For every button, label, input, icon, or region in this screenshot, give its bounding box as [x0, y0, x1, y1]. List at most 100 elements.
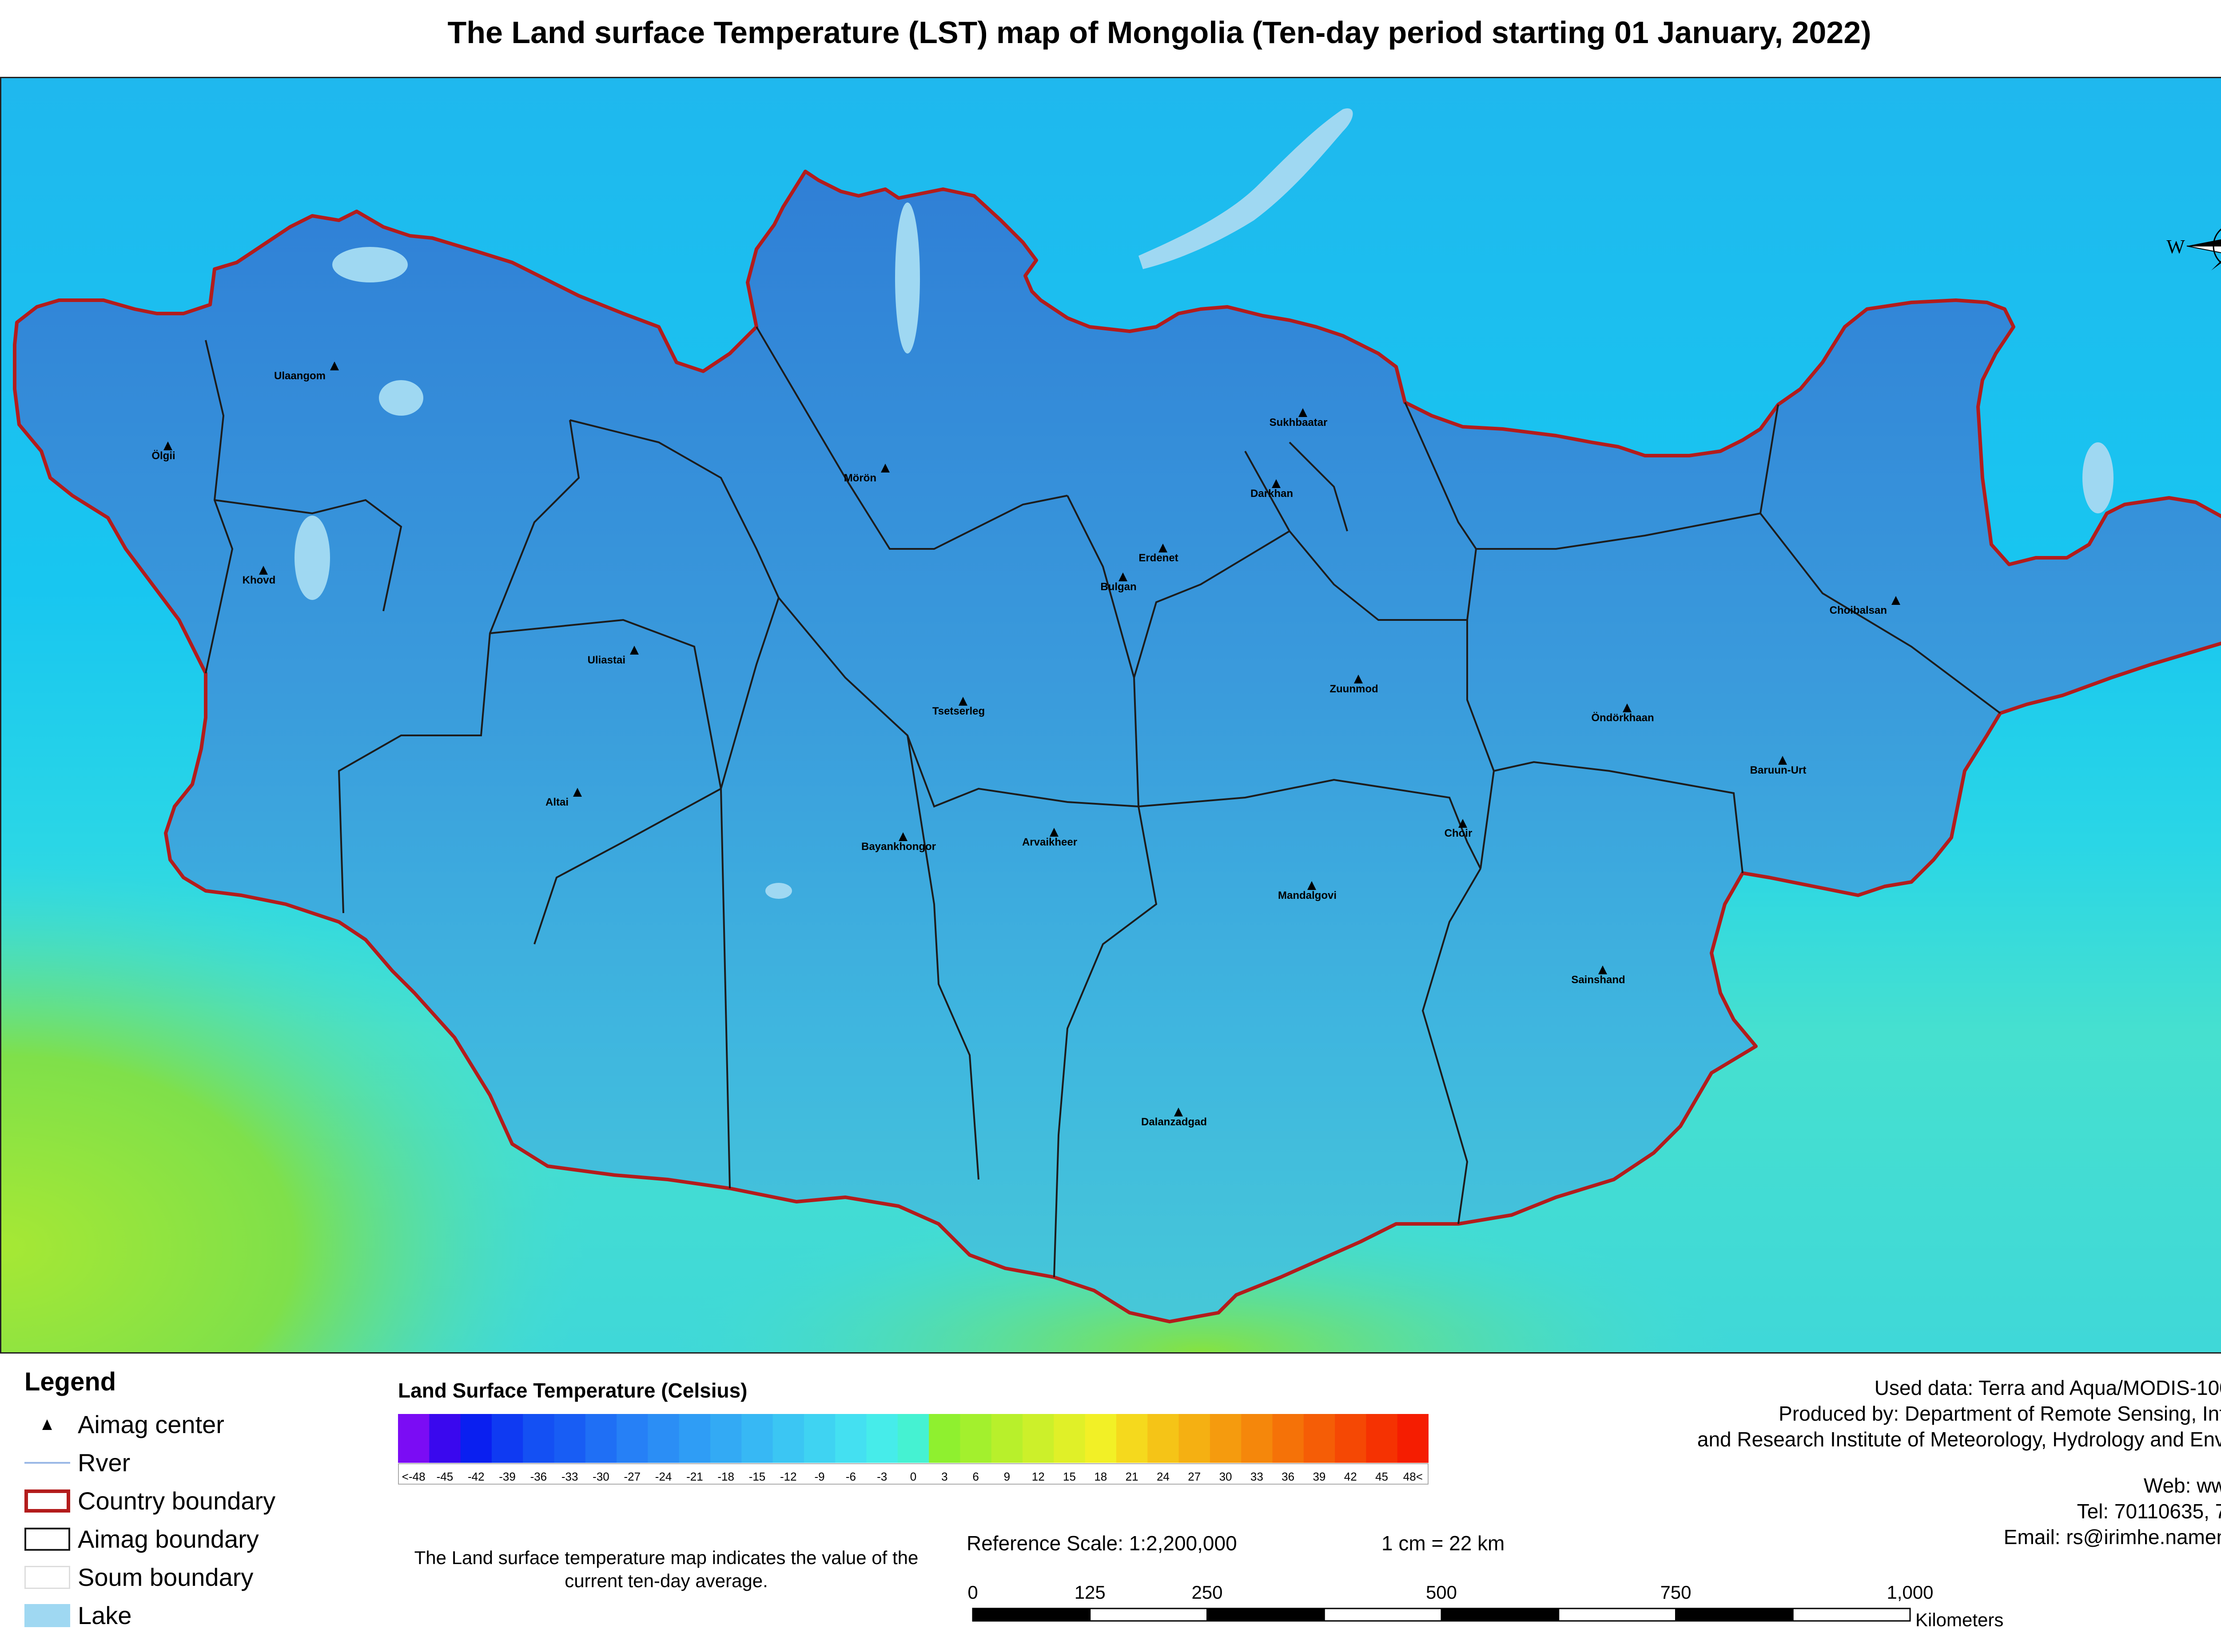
- lst-tick-label: -9: [815, 1470, 825, 1483]
- lst-tick-label: 15: [1063, 1470, 1076, 1483]
- lst-tick-label: -6: [846, 1470, 856, 1483]
- aimag-center-marker: Sainshand: [1571, 965, 1625, 986]
- lst-tick-label: -18: [717, 1470, 734, 1483]
- lst-color-swatch: [617, 1414, 648, 1463]
- lake-khuvsgul: [895, 203, 920, 353]
- contact-info: Web: www.icc.mn Tel: 70110635, 70110638 …: [2004, 1473, 2221, 1550]
- lst-tick-label: -27: [624, 1470, 641, 1483]
- aimag-center-marker: Zuunmod: [1329, 675, 1378, 695]
- triangle-icon: [1598, 965, 1607, 974]
- lst-color-swatch: [1210, 1414, 1242, 1463]
- aimag-center-label: Zuunmod: [1329, 683, 1378, 695]
- credit-line: Produced by: Department of Remote Sensin…: [1779, 1402, 2221, 1425]
- lst-tick-label: 3: [941, 1470, 947, 1483]
- compass-w: W: [2166, 236, 2185, 258]
- aimag-center-label: Baruun-Urt: [1750, 764, 1807, 776]
- scale-bar-segment: [1792, 1608, 1911, 1622]
- mongolia-country-area: [13, 170, 2221, 1323]
- lst-tick-label: 9: [1004, 1470, 1010, 1483]
- contact-tel: Tel: 70110635, 70110638: [2077, 1500, 2221, 1523]
- triangle-icon: [1050, 828, 1059, 837]
- scale-bar-segment: [972, 1608, 1091, 1622]
- legend-label: Country boundary: [78, 1487, 276, 1515]
- legend-label: Aimag center: [78, 1410, 224, 1438]
- lst-color-swatch: [897, 1414, 929, 1463]
- aimag-center-label: Bulgan: [1100, 581, 1136, 593]
- lake-buir: [2082, 442, 2114, 513]
- lst-scale-title: Land Surface Temperature (Celsius): [398, 1379, 748, 1402]
- legend-label: Rver: [78, 1449, 131, 1477]
- aimag-center-marker: Bulgan: [1100, 572, 1137, 593]
- aimag-center-label: Sainshand: [1571, 974, 1625, 986]
- lst-tick-label: -21: [686, 1470, 703, 1483]
- lst-color-swatch: [866, 1414, 898, 1463]
- lst-color-swatch: [1366, 1414, 1398, 1463]
- aimag-center-marker: Uliastai: [588, 646, 639, 666]
- scale-bar-segment: [1089, 1608, 1208, 1622]
- aimag-box-icon: [24, 1528, 70, 1551]
- aimag-center-label: Ölgii: [151, 450, 175, 462]
- lst-tick-label: -36: [530, 1470, 547, 1483]
- triangle-icon: [259, 566, 268, 575]
- aimag-boundaries: [205, 326, 2001, 1278]
- scale-bar-segment: [1675, 1608, 1794, 1622]
- scale-bar-tick: 0: [967, 1582, 978, 1603]
- aimag-center-label: Arvaikheer: [1022, 836, 1077, 848]
- aimag-center-marker: Mandalgovi: [1278, 881, 1337, 901]
- aimag-center-label: Öndörkhaan: [1591, 712, 1654, 724]
- triangle-icon: [1158, 544, 1167, 552]
- lst-color-swatch: [460, 1414, 492, 1463]
- compass-rose: N S E W: [2166, 228, 2221, 270]
- triangle-icon: [330, 361, 339, 370]
- triangle-icon: [899, 832, 908, 841]
- lst-tick-label: <-48: [402, 1470, 426, 1483]
- aimag-center-label: Ulaangom: [274, 370, 326, 382]
- scale-bar-segment: [1206, 1608, 1325, 1622]
- reference-scale: Reference Scale: 1:2,200,000: [967, 1532, 1237, 1555]
- lst-color-swatch: [429, 1414, 461, 1463]
- lst-color-swatch: [991, 1414, 1023, 1463]
- lst-color-swatch: [804, 1414, 836, 1463]
- lst-color-swatch: [1272, 1414, 1304, 1463]
- river-line-icon: [24, 1462, 70, 1464]
- lst-tick-label: 12: [1032, 1470, 1045, 1483]
- aimag-center-marker: Altai: [545, 788, 582, 808]
- lst-tick-label: 27: [1188, 1470, 1201, 1483]
- lst-tick-label: 30: [1219, 1470, 1232, 1483]
- lst-color-swatch: [554, 1414, 586, 1463]
- triangle-icon: [630, 646, 639, 655]
- credit-line: and Research Institute of Meteorology, H…: [1697, 1428, 2221, 1451]
- map-title: The Land surface Temperature (LST) map o…: [447, 15, 1871, 50]
- scale-bar-unit: Kilometers: [1915, 1609, 2003, 1629]
- aimag-center-label: Mandalgovi: [1278, 890, 1337, 901]
- aimag-center-label: Erdenet: [1138, 552, 1178, 564]
- lst-tick-label: -12: [780, 1470, 797, 1483]
- aimag-center-marker: Choir: [1445, 819, 1472, 839]
- lake-orog: [765, 883, 792, 899]
- legend-item-river: Rver: [24, 1449, 335, 1477]
- lst-tick-label: 39: [1313, 1470, 1325, 1483]
- lst-color-swatch: [491, 1414, 523, 1463]
- map-footer: Legend Aimag center Rver Country boundar…: [0, 1354, 2221, 1652]
- lst-tick-label: 33: [1250, 1470, 1263, 1483]
- aimag-center-label: Dalanzadgad: [1141, 1116, 1207, 1128]
- legend-item-aimag-boundary: Aimag boundary: [24, 1525, 335, 1553]
- lst-tick-label: -39: [499, 1470, 516, 1483]
- lst-tick-label: 45: [1375, 1470, 1388, 1483]
- legend-item-country-boundary: Country boundary: [24, 1487, 335, 1515]
- lst-color-swatch: [679, 1414, 711, 1463]
- scale-bar-tick: 1,000: [1887, 1582, 1933, 1603]
- scale-bar-tick: 125: [1075, 1582, 1106, 1603]
- aimag-center-marker: Tsetserleg: [932, 697, 985, 717]
- lst-color-swatch: [929, 1414, 960, 1463]
- lake-khar-us: [295, 516, 330, 600]
- lst-color-swatch: [1023, 1414, 1054, 1463]
- lst-color-swatch: [1178, 1414, 1210, 1463]
- lst-color-swatch: [1303, 1414, 1335, 1463]
- lst-color-swatch: [710, 1414, 742, 1463]
- lst-tick-label: 42: [1344, 1470, 1357, 1483]
- triangle-icon: [1778, 756, 1787, 765]
- lst-color-swatch: [960, 1414, 992, 1463]
- aimag-center-marker: Erdenet: [1138, 544, 1178, 564]
- triangle-icon: [881, 464, 890, 473]
